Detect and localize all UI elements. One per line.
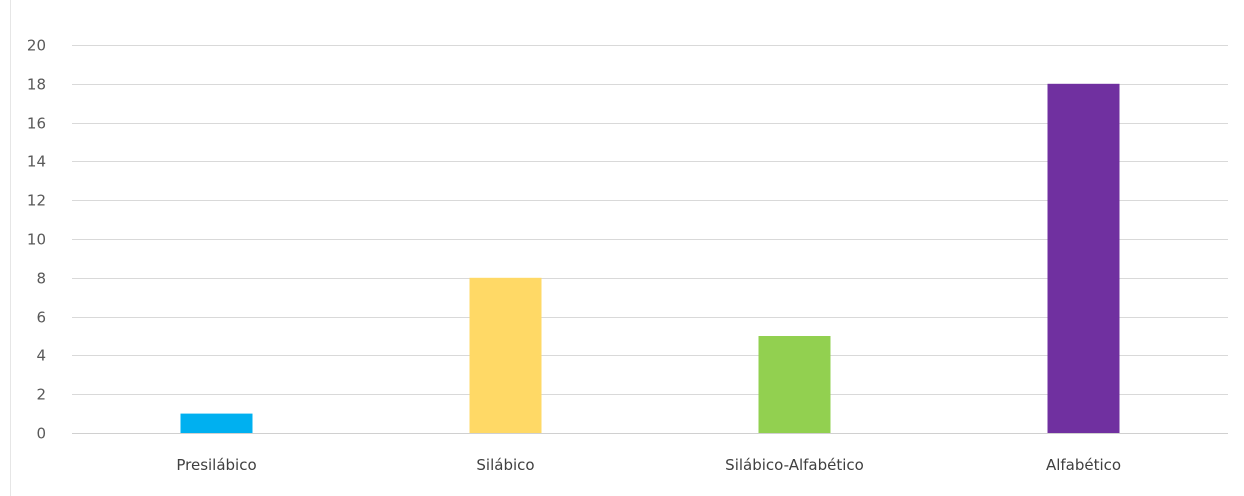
y-tick-label: 10 <box>27 231 46 249</box>
y-tick-label: 0 <box>36 425 46 443</box>
gridlines <box>72 45 1228 434</box>
y-tick-label: 2 <box>36 386 46 404</box>
bars <box>180 83 1120 434</box>
y-tick-label: 18 <box>27 76 46 94</box>
y-tick-label: 20 <box>27 37 46 55</box>
chart-frame <box>10 0 1244 496</box>
x-category-label: Silábico-Alfabético <box>725 456 864 474</box>
y-tick-label: 16 <box>27 115 46 133</box>
bar-0 <box>180 413 253 433</box>
y-tick-label: 4 <box>36 347 46 365</box>
y-axis-tick-labels: 0 2 4 6 8 10 12 14 16 18 20 <box>27 37 46 443</box>
y-tick-label: 14 <box>27 153 46 171</box>
y-tick-label: 12 <box>27 192 46 210</box>
bar-1 <box>469 277 542 433</box>
y-tick-label: 8 <box>36 270 46 288</box>
x-axis-category-labels: Presilábico Silábico Silábico-Alfabético Al… <box>176 456 1121 474</box>
x-category-label: Silábico <box>476 456 534 474</box>
y-tick-label: 6 <box>36 309 46 327</box>
x-category-label: Presilábico <box>176 456 256 474</box>
bar-3 <box>1047 83 1120 434</box>
x-category-label: Alfabético <box>1046 456 1121 474</box>
bar-2 <box>758 336 831 433</box>
